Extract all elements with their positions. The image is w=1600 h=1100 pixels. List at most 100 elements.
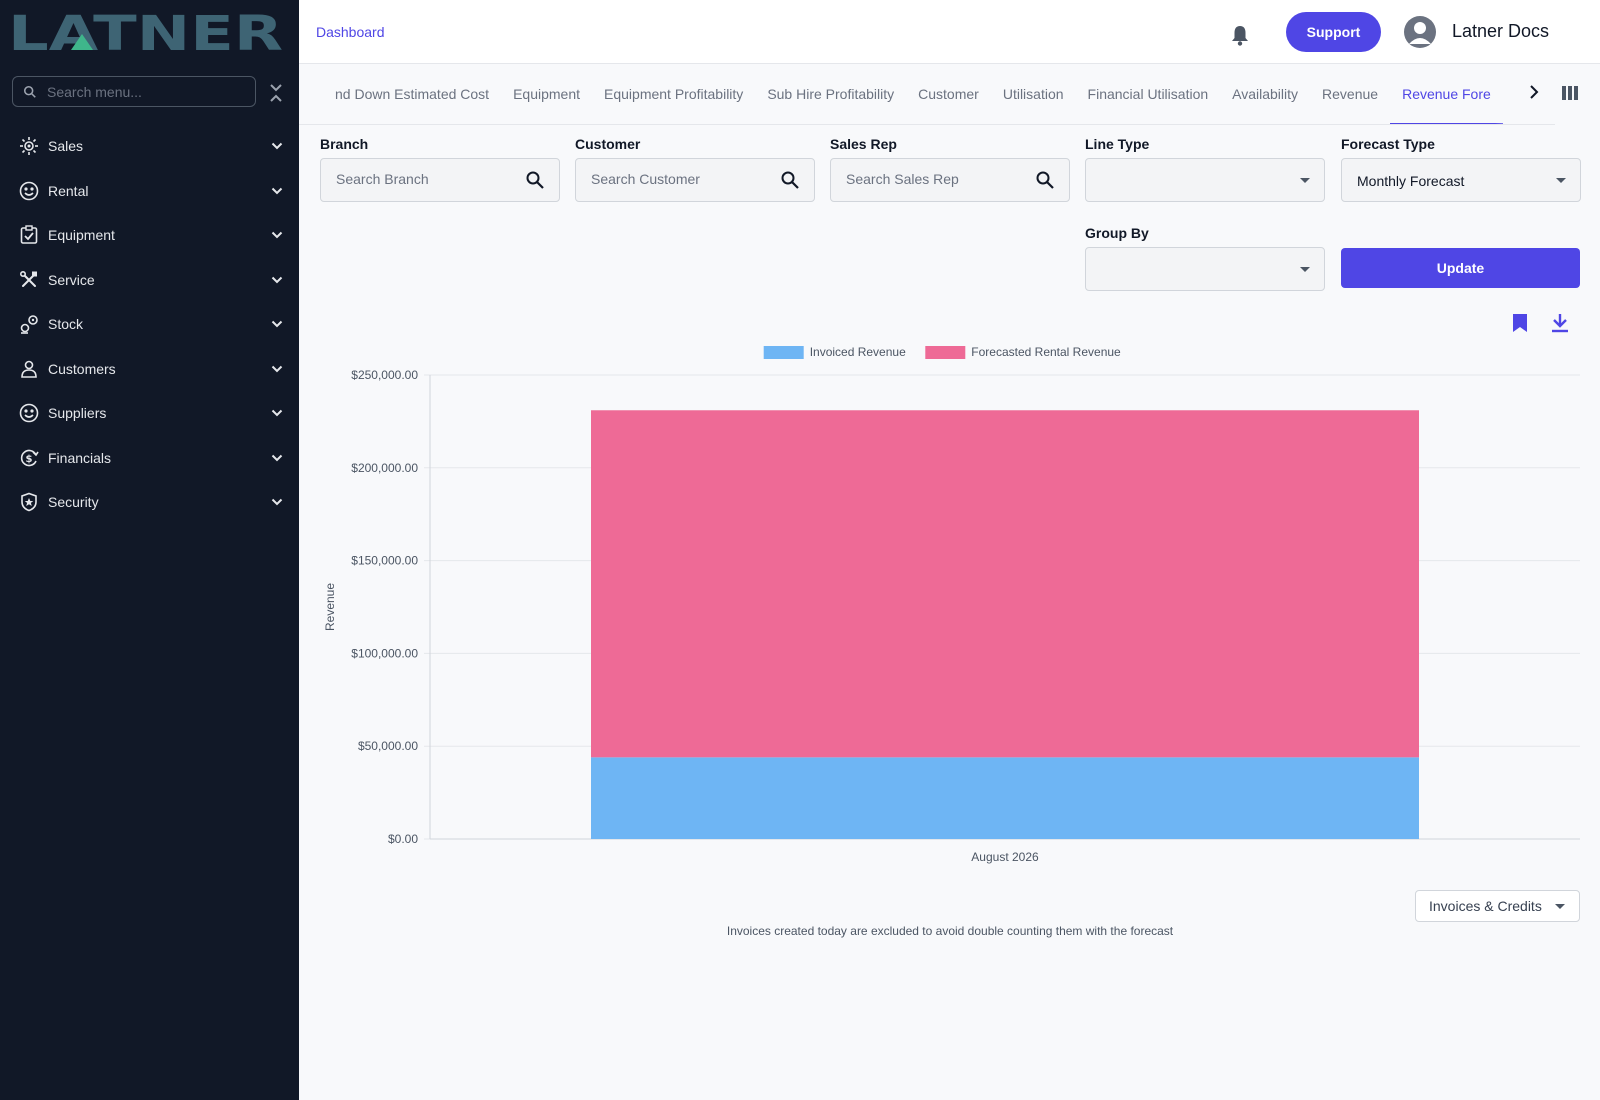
columns-icon[interactable]	[1562, 86, 1578, 100]
support-button[interactable]: Support	[1286, 12, 1381, 52]
bell-icon[interactable]	[1230, 24, 1250, 46]
sales-icon	[19, 136, 39, 156]
y-tick-label: $50,000.00	[358, 739, 418, 753]
branch-label: Branch	[320, 136, 369, 152]
user-name[interactable]: Latner Docs	[1452, 21, 1550, 41]
chevron-down-icon	[271, 187, 283, 194]
invoices-credits-value: Invoices & Credits	[1429, 898, 1542, 914]
caret-down-icon	[1300, 178, 1310, 183]
legend-label: Forecasted Rental Revenue	[971, 345, 1121, 359]
tab-equipment[interactable]: Equipment	[513, 86, 581, 102]
bar-forecasted-rental-revenue	[591, 410, 1419, 758]
forecast-type-label: Forecast Type	[1341, 136, 1435, 152]
tab-utilisation[interactable]: Utilisation	[1002, 86, 1064, 102]
sales-rep-input[interactable]	[846, 171, 1026, 187]
forecast-type-value: Monthly Forecast	[1357, 173, 1465, 189]
sales-rep-field[interactable]	[830, 158, 1070, 202]
sidebar-item-security[interactable]: Security	[0, 480, 299, 525]
y-axis-title: Revenue	[323, 583, 337, 631]
top-bar: Dashboard Support Latner Docs	[299, 0, 1600, 64]
caret-down-icon	[1555, 904, 1565, 909]
report-tabs: nd Down Estimated Cost Equipment Equipme…	[299, 64, 1555, 125]
tab-strip: nd Down Estimated Cost Equipment Equipme…	[323, 64, 1503, 124]
suppliers-icon	[19, 403, 39, 423]
line-type-select[interactable]	[1085, 158, 1325, 202]
search-icon[interactable]	[780, 170, 800, 190]
breadcrumb[interactable]: Dashboard	[316, 24, 385, 40]
customer-input[interactable]	[591, 171, 771, 187]
avatar[interactable]	[1404, 16, 1436, 48]
menu-search-input[interactable]	[47, 83, 237, 100]
sidebar-item-label: Rental	[48, 182, 89, 199]
customer-label: Customer	[575, 136, 641, 152]
latner-logo[interactable]: LATNER	[8, 6, 283, 62]
sidebar-item-equipment[interactable]: Equipment	[0, 213, 299, 258]
revenue-forecast-chart: $0.00 $50,000.00 $100,000.00 $150,000.00 $20…	[323, 345, 1580, 864]
sidebar-item-label: Customers	[48, 360, 116, 377]
chevron-right-icon[interactable]	[1526, 84, 1542, 100]
chevron-down-icon	[271, 365, 283, 372]
search-icon[interactable]	[1035, 170, 1055, 190]
search-icon[interactable]	[525, 170, 545, 190]
sidebar-item-label: Sales	[48, 138, 84, 155]
tab-sub-hire-profitability[interactable]: Sub Hire Profitability	[767, 86, 895, 102]
collapse-icon[interactable]	[267, 82, 285, 104]
customer-field[interactable]	[575, 158, 815, 202]
sidebar-item-label: Suppliers	[48, 405, 107, 422]
footnote: Invoices created today are excluded to a…	[726, 924, 1174, 938]
sidebar-nav: Sales Rental Equipment Service Stock Cus…	[0, 124, 299, 525]
y-tick-label: $200,000.00	[351, 461, 418, 475]
sidebar: LATNER Sales Rental Equipment Service	[0, 0, 299, 1100]
chevron-down-icon	[271, 498, 283, 506]
stock-icon	[19, 314, 39, 335]
sidebar-item-rental[interactable]: Rental	[0, 169, 299, 214]
tab-customer[interactable]: Customer	[918, 86, 979, 102]
equipment-icon	[19, 225, 39, 245]
financials-icon: $	[19, 448, 39, 468]
invoices-credits-select[interactable]: Invoices & Credits	[1415, 890, 1580, 922]
chevron-down-icon	[271, 409, 283, 417]
sidebar-item-customers[interactable]: Customers	[0, 347, 299, 392]
search-icon	[23, 85, 36, 98]
y-tick-label: $100,000.00	[351, 646, 418, 660]
branch-input[interactable]	[336, 171, 516, 187]
branch-field[interactable]	[320, 158, 560, 202]
tab-equipment-profitability[interactable]: Equipment Profitability	[604, 86, 744, 102]
chevron-down-icon	[271, 454, 283, 461]
sidebar-item-stock[interactable]: Stock	[0, 302, 299, 347]
rental-icon	[19, 181, 39, 201]
svg-text:$: $	[26, 454, 33, 465]
y-tick-label: $150,000.00	[351, 554, 418, 568]
chevron-down-icon	[271, 320, 283, 328]
tab-financial-utilisation[interactable]: Financial Utilisation	[1087, 86, 1209, 102]
group-by-select[interactable]	[1085, 247, 1325, 291]
legend-swatch	[925, 346, 966, 359]
legend-label: Invoiced Revenue	[810, 345, 906, 359]
sidebar-item-label: Service	[48, 271, 95, 288]
x-tick-label: August 2026	[971, 850, 1039, 864]
svg-text:LATNER: LATNER	[8, 10, 283, 54]
download-icon[interactable]	[1551, 313, 1569, 333]
tab-hand-down-estimated-cost[interactable]: nd Down Estimated Cost	[335, 86, 490, 102]
update-button[interactable]: Update	[1341, 248, 1580, 288]
sales-rep-label: Sales Rep	[830, 136, 897, 152]
y-tick-label: $250,000.00	[351, 368, 418, 382]
tab-revenue-forecast[interactable]: Revenue Fore	[1390, 64, 1503, 124]
forecast-type-select[interactable]: Monthly Forecast	[1341, 158, 1581, 202]
bookmark-icon[interactable]	[1512, 313, 1528, 333]
shield-icon	[19, 492, 39, 512]
sidebar-item-service[interactable]: Service	[0, 258, 299, 303]
sidebar-item-sales[interactable]: Sales	[0, 124, 299, 169]
menu-search-box[interactable]	[12, 76, 256, 107]
sidebar-item-suppliers[interactable]: Suppliers	[0, 391, 299, 436]
group-by-label: Group By	[1085, 225, 1149, 241]
bar-invoiced-revenue	[591, 757, 1419, 839]
person-icon	[19, 359, 39, 379]
caret-down-icon	[1300, 267, 1310, 272]
legend-swatch	[763, 346, 804, 359]
tools-icon	[19, 270, 39, 290]
tab-availability[interactable]: Availability	[1232, 86, 1299, 102]
sidebar-item-label: Stock	[48, 316, 84, 333]
tab-revenue[interactable]: Revenue	[1322, 86, 1379, 102]
sidebar-item-financials[interactable]: $ Financials	[0, 436, 299, 481]
